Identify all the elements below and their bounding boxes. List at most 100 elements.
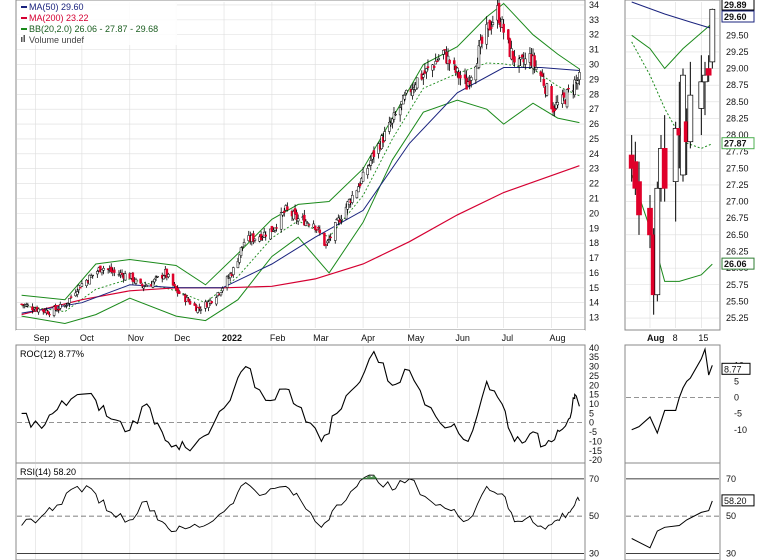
candle xyxy=(554,95,558,111)
candle xyxy=(109,263,113,274)
candle xyxy=(346,200,349,214)
candle xyxy=(432,64,436,71)
candle xyxy=(344,203,348,220)
y-tick-label: 27.25 xyxy=(726,180,749,190)
candle xyxy=(46,309,50,315)
candle-body xyxy=(102,267,105,271)
candle xyxy=(541,69,544,78)
candle-body xyxy=(48,313,51,316)
candle xyxy=(357,183,360,193)
y-tick-label: 27.50 xyxy=(726,163,749,173)
y-tick-label: 28.75 xyxy=(726,80,749,90)
candle xyxy=(556,95,559,109)
candle-body xyxy=(306,222,309,224)
candle xyxy=(435,58,439,63)
candle xyxy=(283,207,286,217)
candle-body xyxy=(369,160,373,166)
candle xyxy=(636,161,642,235)
candle xyxy=(329,233,332,242)
candle xyxy=(324,243,328,249)
month-label: Oct xyxy=(80,333,95,343)
roc-line xyxy=(631,347,713,435)
candle-body xyxy=(524,58,527,65)
candle-body xyxy=(507,29,510,40)
candle-body xyxy=(401,95,405,105)
month-label: Nov xyxy=(128,333,145,343)
candle xyxy=(315,229,318,234)
bb-upper-line xyxy=(21,2,580,301)
candle-body xyxy=(361,171,365,182)
y-tick-label: 18 xyxy=(589,238,599,248)
candle-body xyxy=(485,24,488,45)
candle xyxy=(188,299,192,305)
y-tick-label: 27.00 xyxy=(726,197,749,207)
candle xyxy=(219,291,223,297)
candle xyxy=(162,274,166,280)
bb-lower-line xyxy=(631,174,713,282)
candle xyxy=(286,202,289,212)
candle xyxy=(102,265,105,275)
candle-body xyxy=(69,296,73,298)
ma50-line xyxy=(21,67,580,314)
candle xyxy=(463,68,467,85)
candle xyxy=(275,223,278,232)
y-tick-label: 29 xyxy=(589,74,599,84)
y-tick-label: 28.00 xyxy=(726,130,749,140)
candle-body xyxy=(388,121,391,132)
candle xyxy=(232,266,235,278)
candle-body xyxy=(296,218,300,222)
candle xyxy=(272,227,275,233)
candle-body xyxy=(113,269,116,273)
candle-body xyxy=(145,285,149,287)
y-tick-label: -20 xyxy=(589,455,602,465)
candle-body xyxy=(709,8,716,63)
y-tick-label: 28.25 xyxy=(726,113,749,123)
candle-body xyxy=(31,306,34,311)
candle xyxy=(151,280,155,289)
candle xyxy=(139,278,142,284)
y-tick-label: 14 xyxy=(589,298,599,308)
candle-body xyxy=(554,102,558,109)
candle-body xyxy=(435,60,439,63)
value-badge-box xyxy=(721,494,755,507)
candle xyxy=(672,121,679,222)
value-badge-box xyxy=(721,137,755,150)
y-tick-label: 0 xyxy=(589,418,594,428)
candle xyxy=(123,270,127,281)
y-tick-label: 30 xyxy=(726,548,736,558)
candle xyxy=(392,107,396,123)
candle-body xyxy=(303,214,306,226)
candle-body xyxy=(632,161,639,189)
y-tick-label: 40 xyxy=(589,343,599,353)
candle xyxy=(562,89,566,102)
candle-body xyxy=(517,58,521,66)
candle xyxy=(91,274,94,279)
candle xyxy=(65,302,68,309)
candle-body xyxy=(698,81,705,109)
candle xyxy=(550,83,553,110)
candle-body xyxy=(173,283,176,286)
y-tick-label: 26 xyxy=(589,119,599,129)
candle-body xyxy=(389,123,393,125)
candle-body xyxy=(446,55,450,64)
y-tick-label: 16 xyxy=(589,268,599,278)
candle xyxy=(334,221,337,244)
price-panel-main: 13 14 15 16 17 18 19 20 21 22 23 24 25 26 27 28 29 30 31 32… xyxy=(15,0,599,331)
candle xyxy=(415,77,419,90)
candle xyxy=(491,15,495,28)
candle xyxy=(306,221,309,224)
candle xyxy=(452,57,456,71)
candle xyxy=(281,211,284,217)
candle-body xyxy=(215,297,218,305)
candle-body xyxy=(459,75,462,79)
candle xyxy=(507,29,510,44)
value-badge: 58.20 xyxy=(721,494,755,507)
candle-body xyxy=(275,227,278,229)
candle-body xyxy=(207,301,210,308)
candle xyxy=(296,214,300,225)
candle xyxy=(303,209,306,226)
candle xyxy=(632,141,639,195)
roc-panel-zoom: -10-505108.77 xyxy=(624,344,751,464)
candle xyxy=(448,59,451,71)
candle xyxy=(426,59,430,71)
